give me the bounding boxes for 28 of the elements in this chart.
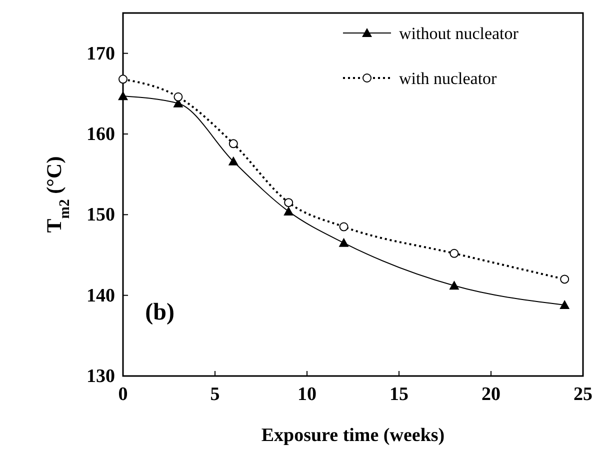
point bbox=[228, 156, 238, 166]
point bbox=[560, 274, 570, 284]
x-tick-label: 5 bbox=[210, 384, 220, 405]
x-tick-label: 25 bbox=[574, 384, 592, 405]
point bbox=[284, 198, 294, 208]
y-tick-label: 160 bbox=[86, 124, 115, 145]
x-tick-label: 0 bbox=[118, 384, 128, 405]
x-tick-label: 15 bbox=[390, 384, 408, 405]
y-tick-label: 150 bbox=[86, 204, 115, 226]
point bbox=[560, 300, 570, 310]
y-tick-label: 140 bbox=[86, 285, 115, 306]
x-axis-title: Exposure time (weeks) bbox=[261, 425, 445, 446]
x-tick-label: 20 bbox=[482, 384, 500, 405]
point bbox=[284, 206, 294, 216]
x-tick-label: 10 bbox=[298, 384, 316, 405]
y-tick-label: 130 bbox=[86, 366, 115, 387]
annotation: (b) bbox=[145, 300, 174, 326]
point bbox=[174, 92, 183, 102]
point bbox=[228, 139, 238, 148]
point bbox=[339, 222, 348, 232]
legend-label: with nucleator bbox=[399, 69, 498, 88]
y-tick-label: 170 bbox=[86, 43, 115, 64]
point bbox=[338, 238, 349, 247]
point bbox=[450, 248, 459, 258]
point bbox=[118, 91, 128, 100]
point bbox=[449, 280, 460, 290]
point bbox=[118, 74, 128, 84]
legend-label: without nucleator bbox=[399, 24, 519, 43]
